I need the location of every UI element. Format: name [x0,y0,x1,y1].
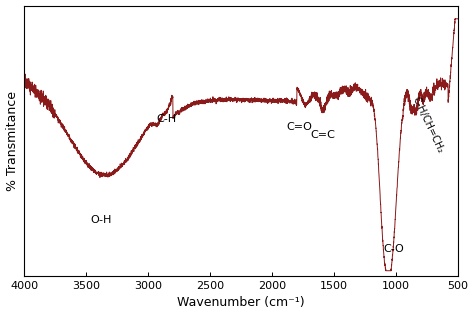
Text: C-H/CH=CH₂: C-H/CH=CH₂ [411,95,446,155]
Text: C-H: C-H [156,114,177,124]
Text: C=O: C=O [286,122,312,132]
Text: C=C: C=C [310,130,335,140]
Y-axis label: % Transmitance: % Transmitance [6,91,18,191]
X-axis label: Wavenumber (cm⁻¹): Wavenumber (cm⁻¹) [177,296,305,309]
Text: O-H: O-H [90,215,112,225]
Text: C-O: C-O [383,244,404,254]
